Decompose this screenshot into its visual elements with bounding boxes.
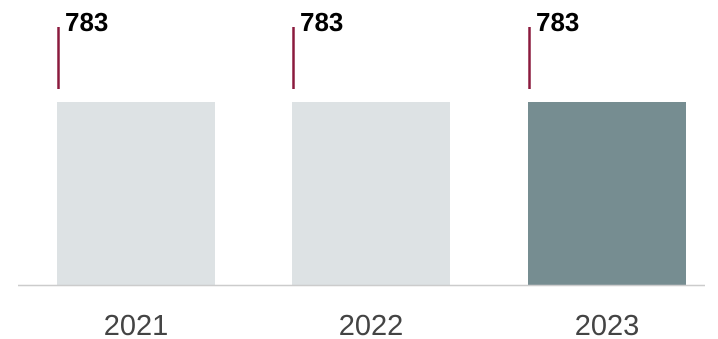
value-label-2023: 783	[536, 7, 579, 37]
value-labels-group: 783 783 783	[65, 7, 579, 37]
x-tick-label-2023: 2023	[575, 310, 640, 339]
bar-2021	[57, 102, 215, 285]
bar-2023	[528, 102, 686, 285]
value-label-2021: 783	[65, 7, 108, 37]
value-label-2022: 783	[300, 7, 343, 37]
value-markers-group	[57, 27, 531, 89]
bars-group	[57, 102, 686, 285]
x-tick-label-2022: 2022	[339, 310, 404, 339]
x-tick-label-2021: 2021	[104, 310, 169, 339]
x-tick-labels-group: 2021 2022 2023	[104, 310, 640, 339]
bar-2022	[292, 102, 450, 285]
